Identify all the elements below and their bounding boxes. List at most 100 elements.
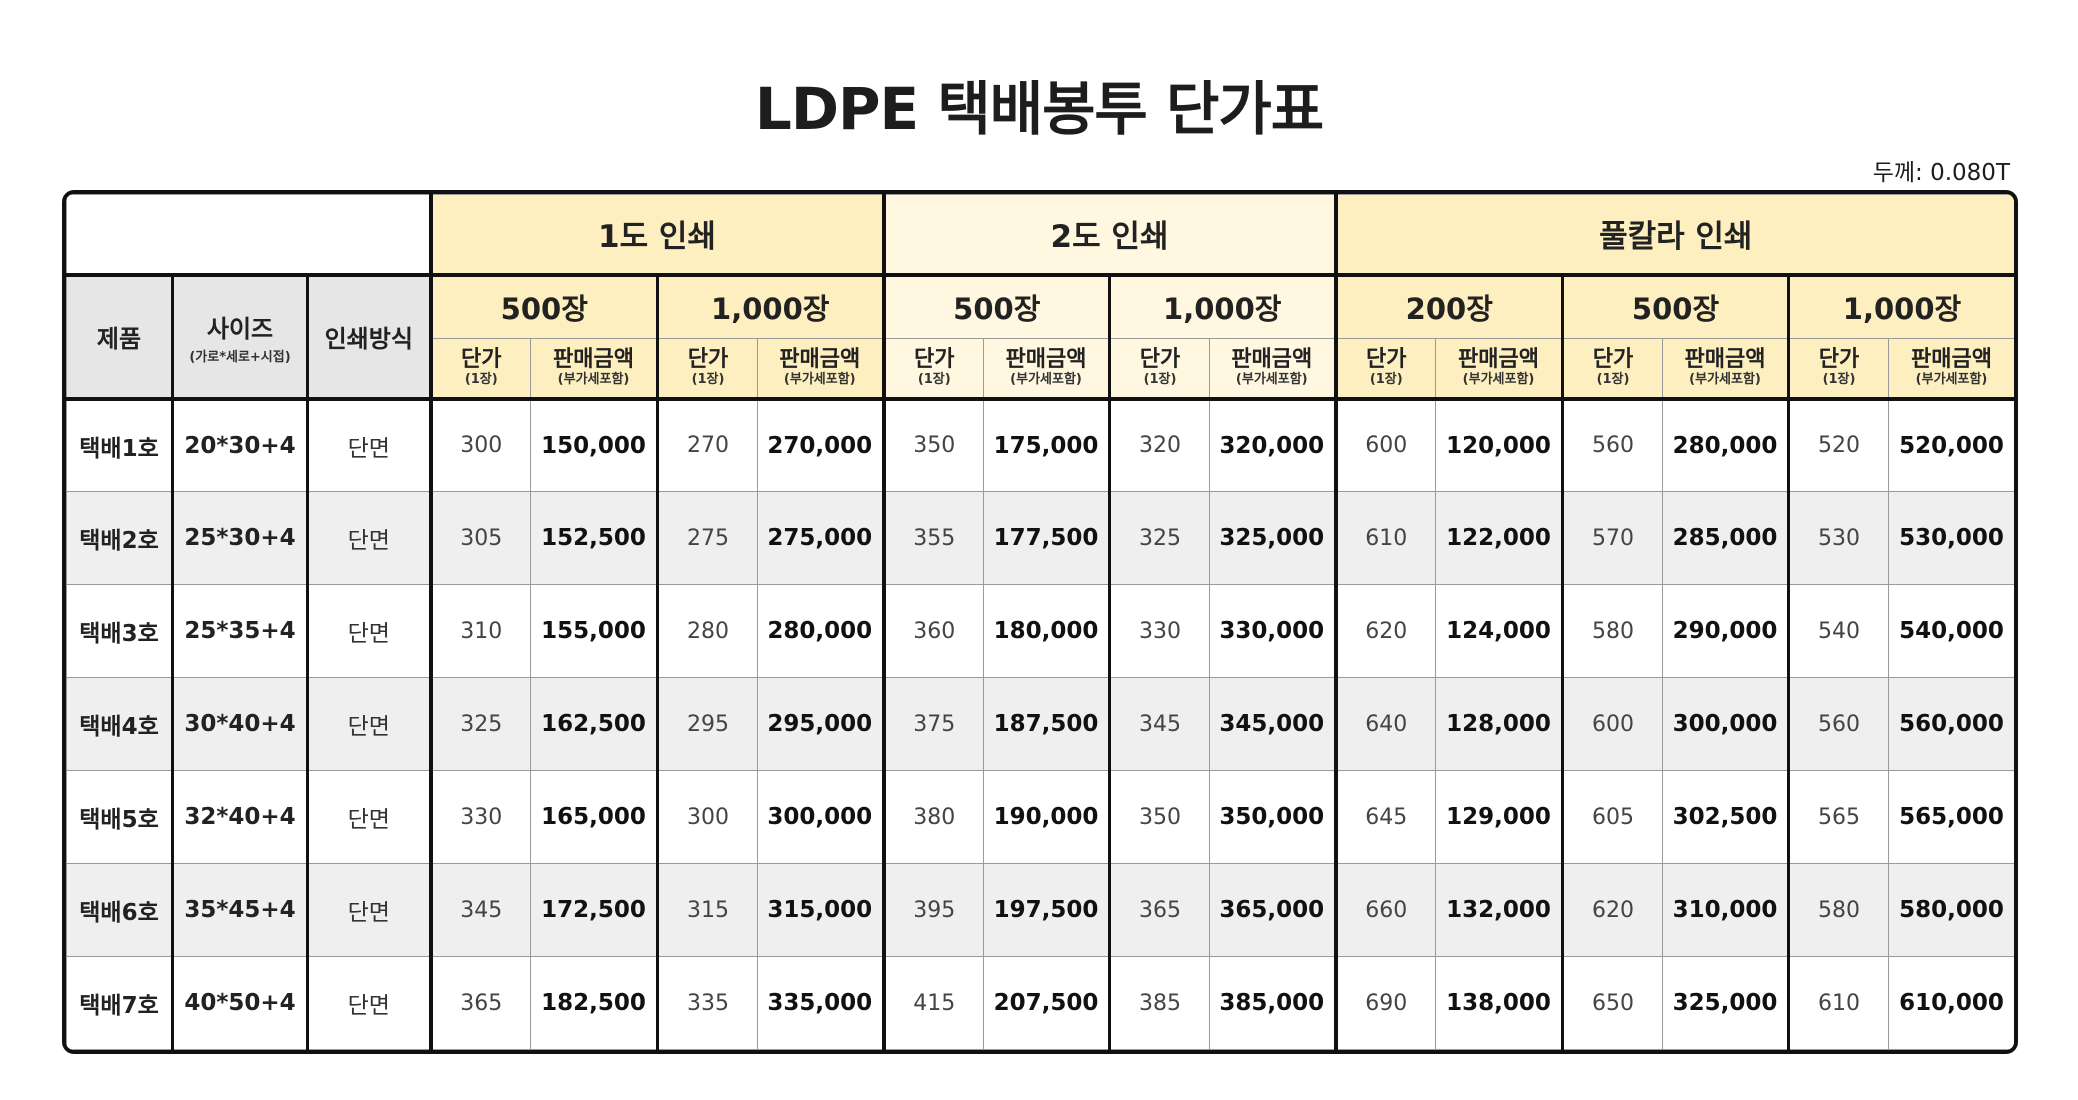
qty-label: 500장 — [953, 292, 1041, 327]
amount-cell: 175,000 — [983, 398, 1111, 492]
unit-price-cell: 385 — [1108, 956, 1211, 1050]
header-size-note: (가로*세로+시접) — [189, 349, 291, 365]
unit-price-cell: 325 — [428, 677, 532, 771]
unit-price-cell: 580 — [1561, 584, 1664, 678]
price-table-frame: 1도 인쇄 2도 인쇄 풀칼라 인쇄 제품 사이즈 (가로*세로+시접) 인쇄방… — [62, 190, 2018, 1054]
header-method-label: 인쇄방식 — [324, 325, 413, 353]
amount-header: 판매금액 (부가세포함) — [983, 338, 1111, 401]
unit-price-cell: 330 — [1108, 584, 1211, 678]
amount-cell: 385,000 — [1209, 956, 1337, 1050]
amount-cell: 300,000 — [1662, 677, 1790, 771]
size-cell: 35*45+4 — [171, 863, 308, 957]
amount-header: 판매금액 (부가세포함) — [757, 338, 885, 401]
unit-price-cell: 690 — [1333, 956, 1437, 1050]
amount-label: 판매금액 — [779, 346, 861, 372]
unit-price-cell: 335 — [656, 956, 759, 1050]
unit-price-cell: 310 — [428, 584, 532, 678]
product-cell: 택배6호 — [66, 863, 173, 957]
unit-price-cell: 320 — [1108, 398, 1211, 492]
unit-price-cell: 395 — [881, 863, 985, 957]
unit-price-label: 단가 — [1139, 346, 1181, 372]
amount-cell: 128,000 — [1435, 677, 1564, 771]
unit-price-cell: 345 — [428, 863, 532, 957]
amount-header: 판매금액 (부가세포함) — [1435, 338, 1564, 401]
unit-price-note: (1장) — [917, 371, 951, 387]
unit-price-header: 단가 (1장) — [428, 338, 532, 401]
unit-price-cell: 605 — [1561, 770, 1664, 864]
amount-cell: 300,000 — [757, 770, 885, 864]
amount-cell: 150,000 — [530, 398, 659, 492]
amount-cell: 290,000 — [1662, 584, 1790, 678]
unit-price-label: 단가 — [1592, 346, 1634, 372]
unit-price-cell: 345 — [1108, 677, 1211, 771]
amount-note: (부가세포함) — [557, 371, 630, 387]
sub-header-row: 단가 (1장) 판매금액 (부가세포함) 단가 (1장) 판매금액 (부가세포함) 단가 (1장)… — [67, 338, 2014, 401]
product-cell: 택배3호 — [66, 584, 173, 678]
unit-price-header: 단가 (1장) — [1561, 338, 1664, 401]
size-cell: 25*35+4 — [171, 584, 308, 678]
amount-cell: 325,000 — [1662, 956, 1790, 1050]
unit-price-cell: 270 — [656, 398, 759, 492]
amount-cell: 350,000 — [1209, 770, 1337, 864]
unit-price-note: (1장) — [464, 371, 498, 387]
unit-price-cell: 330 — [428, 770, 532, 864]
amount-cell: 345,000 — [1209, 677, 1337, 771]
unit-price-cell: 560 — [1787, 677, 1890, 771]
size-cell: 40*50+4 — [171, 956, 308, 1050]
unit-price-cell: 315 — [656, 863, 759, 957]
method-cell: 단면 — [305, 398, 432, 492]
amount-cell: 540,000 — [1888, 584, 2014, 678]
size-cell: 30*40+4 — [171, 677, 308, 771]
amount-cell: 270,000 — [757, 398, 885, 492]
qty-header: 1,000장 — [1108, 274, 1337, 339]
product-cell: 택배1호 — [66, 398, 173, 492]
header-size-label: 사이즈 — [206, 314, 274, 343]
amount-cell: 165,000 — [530, 770, 659, 864]
amount-cell: 124,000 — [1435, 584, 1564, 678]
table-row: 택배3호 25*35+4 단면 310 155,000 280 280,000 360 180,… — [66, 584, 2014, 678]
amount-cell: 190,000 — [983, 770, 1111, 864]
unit-price-header: 단가 (1장) — [1108, 338, 1211, 401]
unit-price-cell: 620 — [1333, 584, 1437, 678]
table-row: 택배7호 40*50+4 단면 365 182,500 335 335,000 415 207,… — [66, 956, 2014, 1050]
amount-cell: 120,000 — [1435, 398, 1564, 492]
page-title: LDPE 택배봉투 단가표 — [754, 75, 1324, 143]
amount-cell: 177,500 — [983, 491, 1111, 585]
unit-price-note: (1장) — [691, 371, 725, 387]
product-cell: 택배5호 — [66, 770, 173, 864]
amount-cell: 330,000 — [1209, 584, 1337, 678]
amount-cell: 280,000 — [1662, 398, 1790, 492]
amount-cell: 530,000 — [1888, 491, 2014, 585]
unit-price-note: (1장) — [1369, 371, 1403, 387]
amount-note: (부가세포함) — [1915, 371, 1988, 387]
thickness-label: 두께: 0.080T — [1872, 160, 2010, 186]
amount-cell: 365,000 — [1209, 863, 1337, 957]
unit-price-cell: 350 — [881, 398, 985, 492]
group-header-fullcolor: 풀칼라 인쇄 — [1333, 194, 2014, 277]
unit-price-cell: 355 — [881, 491, 985, 585]
amount-cell: 335,000 — [757, 956, 885, 1050]
unit-price-cell: 560 — [1561, 398, 1664, 492]
amount-label: 판매금액 — [1911, 346, 1992, 372]
unit-price-cell: 415 — [881, 956, 985, 1050]
unit-price-note: (1장) — [1822, 371, 1856, 387]
unit-price-cell: 570 — [1561, 491, 1664, 585]
unit-price-label: 단가 — [1366, 346, 1407, 372]
header-blank-cell — [66, 194, 432, 277]
amount-cell: 320,000 — [1209, 398, 1337, 492]
amount-cell: 565,000 — [1888, 770, 2014, 864]
unit-price-cell: 610 — [1787, 956, 1890, 1050]
method-cell: 단면 — [305, 770, 432, 864]
amount-cell: 180,000 — [983, 584, 1111, 678]
unit-price-cell: 300 — [656, 770, 759, 864]
group-header-2color: 2도 인쇄 — [881, 194, 1337, 277]
unit-price-label: 단가 — [1818, 346, 1860, 372]
unit-price-header: 단가 (1장) — [1787, 338, 1890, 401]
unit-price-cell: 660 — [1333, 863, 1437, 957]
amount-label: 판매금액 — [1684, 346, 1766, 372]
unit-price-cell: 530 — [1787, 491, 1890, 585]
qty-label: 1,000장 — [711, 292, 830, 327]
amount-label: 판매금액 — [553, 346, 634, 372]
table-row: 택배4호 30*40+4 단면 325 162,500 295 295,000 375 187,… — [66, 677, 2014, 771]
amount-note: (부가세포함) — [1689, 371, 1761, 387]
